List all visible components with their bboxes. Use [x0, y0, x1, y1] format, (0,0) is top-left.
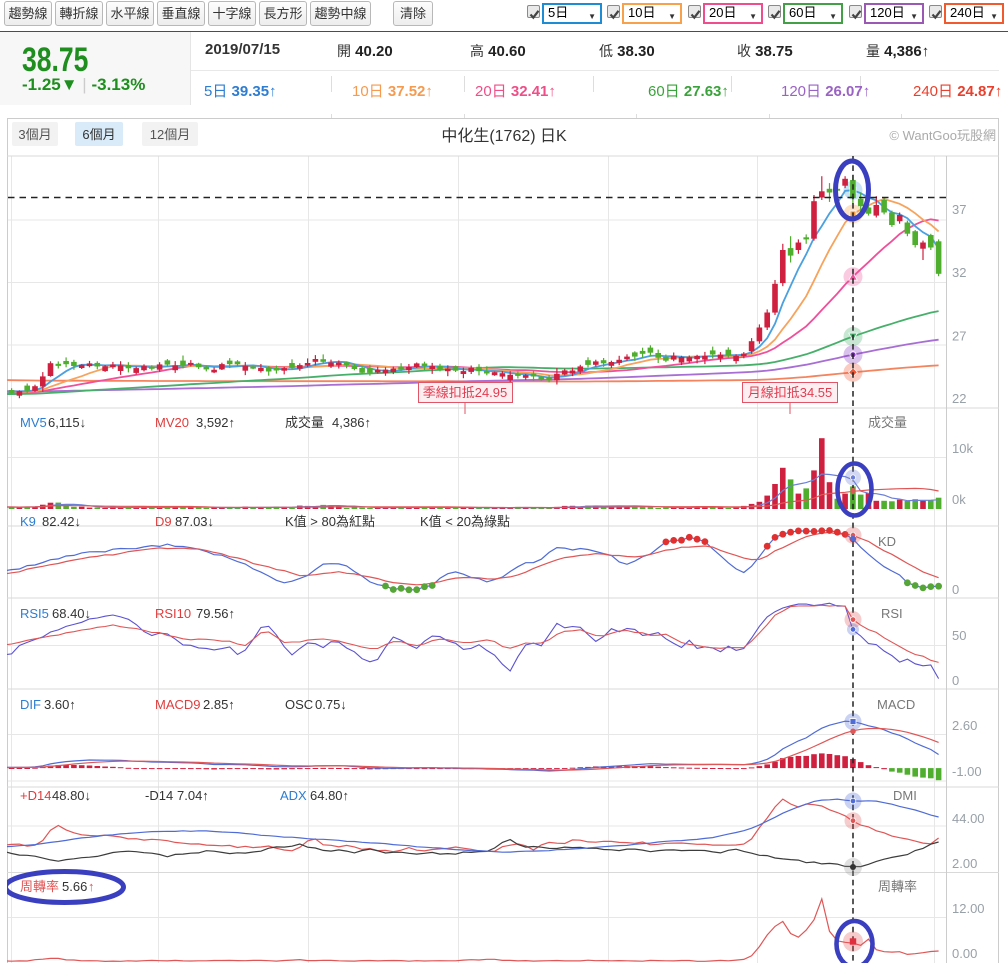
svg-text:22: 22: [952, 391, 966, 406]
svg-text:周轉率: 周轉率: [20, 879, 59, 894]
svg-text:© WantGoo玩股網: © WantGoo玩股網: [889, 128, 996, 143]
svg-text:0.00: 0.00: [952, 946, 977, 961]
svg-text:K9: K9: [20, 514, 36, 529]
svg-text:↑: ↑: [88, 879, 95, 894]
svg-text:7.04↑: 7.04↑: [177, 788, 209, 803]
svg-text:3.60↑: 3.60↑: [44, 697, 76, 712]
svg-text:87.03↓: 87.03↓: [175, 514, 214, 529]
svg-text:2.85↑: 2.85↑: [203, 697, 235, 712]
svg-text:RSI10: RSI10: [155, 606, 191, 621]
svg-text:3,592↑: 3,592↑: [196, 415, 235, 430]
svg-text:-1.00: -1.00: [952, 764, 982, 779]
svg-text:RSI5: RSI5: [20, 606, 49, 621]
svg-text:6個月: 6個月: [82, 127, 115, 142]
svg-text:DIF: DIF: [20, 697, 41, 712]
svg-text:27: 27: [952, 329, 966, 344]
svg-text:10k: 10k: [952, 441, 973, 456]
svg-text:RSI: RSI: [881, 606, 903, 621]
svg-text:KD: KD: [878, 534, 896, 549]
svg-text:12.00: 12.00: [952, 901, 985, 916]
svg-text:MACD: MACD: [877, 697, 915, 712]
svg-text:0k: 0k: [952, 492, 966, 507]
svg-text:0: 0: [952, 673, 959, 688]
svg-text:5.66: 5.66: [62, 879, 87, 894]
svg-text:月線扣抵34.55: 月線扣抵34.55: [748, 385, 833, 400]
svg-text:2.60: 2.60: [952, 718, 977, 733]
svg-text:OSC: OSC: [285, 697, 313, 712]
svg-text:MACD9: MACD9: [155, 697, 201, 712]
svg-text:6,115↓: 6,115↓: [48, 415, 86, 430]
svg-text:12個月: 12個月: [150, 127, 190, 142]
svg-text:K值 < 20為綠點: K值 < 20為綠點: [420, 514, 510, 529]
svg-text:0.75↓: 0.75↓: [315, 697, 347, 712]
svg-text:MV20: MV20: [155, 415, 189, 430]
svg-text:50: 50: [952, 628, 966, 643]
svg-text:37: 37: [952, 202, 966, 217]
svg-text:成交量: 成交量: [868, 415, 907, 430]
svg-text:ADX: ADX: [280, 788, 307, 803]
svg-text:DMI: DMI: [893, 788, 917, 803]
svg-text:-D14: -D14: [145, 788, 173, 803]
svg-text:0: 0: [952, 582, 959, 597]
svg-text:MV5: MV5: [20, 415, 47, 430]
svg-text:32: 32: [952, 265, 966, 280]
svg-text:64.80↑: 64.80↑: [310, 788, 349, 803]
svg-text:2.00: 2.00: [952, 856, 977, 871]
svg-text:D9: D9: [155, 514, 172, 529]
svg-text:周轉率: 周轉率: [878, 879, 917, 894]
svg-text:季線扣抵24.95: 季線扣抵24.95: [423, 385, 508, 400]
svg-text:3個月: 3個月: [18, 127, 51, 142]
svg-text:82.42↓: 82.42↓: [42, 514, 81, 529]
svg-text:79.56↑: 79.56↑: [196, 606, 235, 621]
svg-text:48.80↓: 48.80↓: [52, 788, 91, 803]
svg-text:成交量: 成交量: [285, 415, 324, 430]
svg-text:4,386↑: 4,386↑: [332, 415, 371, 430]
svg-text:+D14: +D14: [20, 788, 51, 803]
svg-text:K值 > 80為紅點: K值 > 80為紅點: [285, 514, 375, 529]
svg-text:68.40↓: 68.40↓: [52, 606, 91, 621]
svg-text:44.00: 44.00: [952, 811, 985, 826]
svg-text:中化生(1762) 日K: 中化生(1762) 日K: [441, 127, 567, 145]
